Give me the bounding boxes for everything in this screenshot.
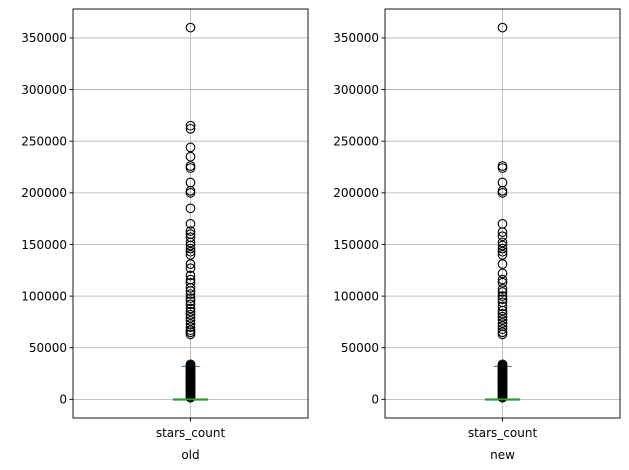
- outlier-point: [185, 142, 196, 153]
- outlier-point: [497, 259, 508, 269]
- outlier-point: [497, 243, 508, 254]
- outlier-point: [185, 22, 196, 33]
- x-tick-label: stars_count: [468, 426, 538, 440]
- outlier-point: [185, 226, 196, 236]
- outlier-point: [185, 218, 196, 229]
- y-tick-label: 350000: [21, 31, 67, 45]
- outlier-point: [497, 284, 508, 294]
- chart-panel-new: 0 50000 100000 150000 200000 250000 300000 3500…: [333, 8, 621, 462]
- x-axis-ticks: stars_count: [156, 418, 226, 440]
- outlier-point: [497, 246, 508, 257]
- outlier-point: [185, 306, 196, 317]
- outlier-point: [185, 296, 196, 307]
- y-tick-label: 50000: [341, 341, 379, 355]
- y-tick-label: 100000: [21, 289, 67, 303]
- outlier-point: [497, 274, 508, 285]
- y-tick-label: 100000: [333, 289, 379, 303]
- outlier-point: [185, 123, 196, 134]
- chart-panel-old: 0 50000 100000 150000 200000 250000 300000 3500…: [21, 8, 309, 462]
- y-tick-label: 300000: [21, 83, 67, 97]
- outlier-point: [185, 270, 196, 281]
- y-axis-ticks: 0 50000 100000 150000 200000 250000 300000 3500…: [21, 31, 73, 407]
- outlier-point: [185, 263, 196, 274]
- x-axis-ticks: stars_count: [468, 418, 538, 440]
- outlier-point: [185, 120, 196, 131]
- outlier-point: [497, 163, 508, 173]
- y-tick-label: 150000: [21, 238, 67, 252]
- y-tick-label: 0: [59, 393, 67, 407]
- outlier-point: [497, 227, 508, 237]
- outlier-point: [497, 329, 508, 340]
- y-tick-label: 250000: [21, 135, 67, 149]
- outlier-point: [497, 308, 508, 319]
- outlier-point: [497, 231, 508, 242]
- y-tick-label: 200000: [21, 186, 67, 200]
- outlier-point: [185, 259, 196, 269]
- outlier-point: [185, 283, 196, 293]
- outlier-point: [497, 268, 508, 279]
- outlier-point: [185, 309, 196, 320]
- outlier-point: [185, 249, 196, 260]
- outlier-point: [185, 360, 196, 371]
- outlier-points: [485, 22, 520, 403]
- outlier-point: [185, 316, 196, 326]
- outlier-point: [497, 360, 508, 371]
- outlier-point: [497, 301, 508, 312]
- outlier-point: [497, 277, 508, 288]
- outlier-point: [497, 22, 508, 33]
- outlier-points: [173, 22, 208, 403]
- outlier-point: [185, 303, 196, 314]
- outlier-point: [497, 249, 508, 260]
- outlier-point: [185, 187, 196, 198]
- outlier-point: [185, 243, 196, 254]
- outlier-point: [185, 151, 196, 162]
- y-tick-label: 250000: [333, 135, 379, 149]
- outlier-point: [185, 299, 196, 310]
- y-tick-label: 300000: [333, 83, 379, 97]
- outlier-point: [185, 289, 196, 299]
- outlier-point: [185, 312, 196, 323]
- outlier-point: [185, 237, 196, 248]
- y-tick-label: 200000: [333, 186, 379, 200]
- outlier-point: [497, 305, 508, 316]
- outlier-point: [497, 187, 508, 198]
- outlier-point: [185, 163, 196, 173]
- outlier-point: [497, 324, 508, 335]
- outlier-point: [497, 392, 508, 403]
- outlier-point: [185, 240, 196, 251]
- outlier-point: [497, 294, 508, 305]
- outlier-point: [185, 392, 196, 403]
- outlier-point: [497, 311, 508, 322]
- x-axis-label: old: [181, 448, 199, 462]
- outlier-point: [497, 315, 508, 325]
- y-axis-ticks: 0 50000 100000 150000 200000 250000 300000 3500…: [333, 31, 385, 407]
- outlier-point: [185, 293, 196, 304]
- x-tick-label: stars_count: [156, 426, 226, 440]
- y-tick-label: 50000: [29, 341, 67, 355]
- outlier-point: [497, 287, 508, 297]
- outlier-point: [497, 240, 508, 251]
- outlier-point: [497, 318, 508, 328]
- outlier-point: [497, 237, 508, 248]
- y-tick-label: 150000: [333, 238, 379, 252]
- y-tick-label: 350000: [333, 31, 379, 45]
- y-tick-label: 0: [371, 393, 379, 407]
- outlier-point: [185, 246, 196, 257]
- outlier-point: [185, 203, 196, 214]
- x-axis-label: new: [490, 448, 515, 462]
- outlier-point: [185, 329, 196, 340]
- outlier-point: [185, 286, 196, 296]
- outlier-point: [185, 322, 196, 332]
- outlier-point: [497, 291, 508, 301]
